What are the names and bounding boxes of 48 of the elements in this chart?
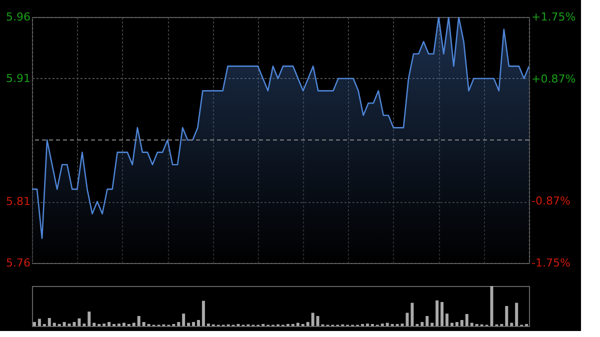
bar: [52, 322, 56, 326]
bar: [132, 322, 136, 326]
bar: [142, 322, 146, 326]
bar: [48, 318, 51, 326]
bar: [446, 314, 448, 326]
y-tick-label: 5.76: [6, 256, 30, 270]
y2-tick-label: +1.75%: [532, 10, 576, 24]
bar: [490, 286, 494, 326]
y2-tick-label: +0.87%: [532, 72, 576, 86]
bar: [88, 312, 91, 326]
bar: [515, 302, 518, 326]
bar: [316, 316, 320, 326]
bar: [455, 322, 458, 326]
bar: [470, 322, 474, 326]
bar: [386, 322, 389, 326]
bar: [108, 322, 111, 326]
bar: [510, 322, 514, 326]
bar: [440, 302, 444, 326]
bar: [430, 322, 434, 326]
y2-tick-label: -1.75%: [532, 256, 570, 270]
bar: [122, 322, 126, 326]
bar: [137, 316, 140, 326]
bar: [460, 320, 464, 326]
bar: [426, 316, 429, 326]
bar: [465, 314, 468, 326]
bar: [192, 322, 196, 326]
bar: [182, 314, 186, 326]
bar: [505, 306, 508, 326]
bar: [197, 320, 200, 326]
bar: [187, 322, 190, 326]
bar: [202, 300, 205, 326]
y-tick-label: 5.91: [6, 72, 30, 85]
bar: [62, 322, 66, 326]
bar: [420, 322, 424, 326]
y-tick-label: 5.81: [6, 195, 30, 208]
y2-tick-label: -0.87%: [532, 194, 570, 208]
bar: [32, 322, 36, 326]
bar: [78, 318, 81, 326]
bar: [296, 322, 300, 326]
bar: [306, 322, 310, 326]
bar: [311, 312, 314, 326]
bar: [92, 322, 96, 326]
bar: [38, 318, 41, 326]
bar: [177, 322, 180, 326]
bar: [410, 302, 414, 326]
y-tick-label: 5.96: [6, 10, 30, 24]
bar: [436, 300, 439, 326]
bar: [450, 322, 454, 326]
